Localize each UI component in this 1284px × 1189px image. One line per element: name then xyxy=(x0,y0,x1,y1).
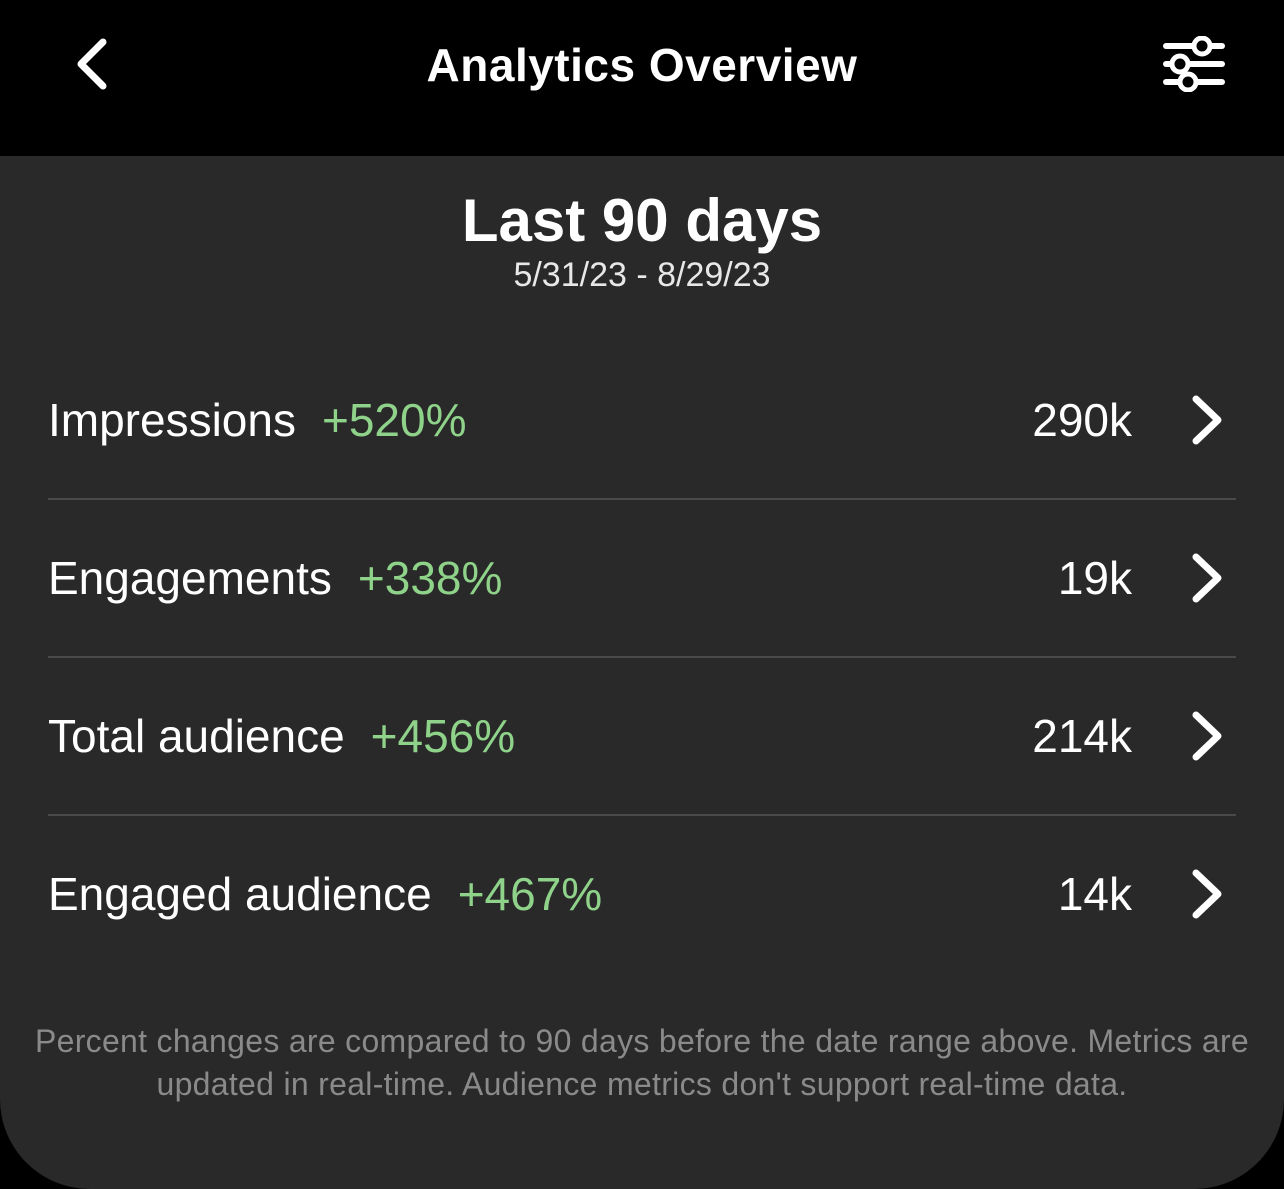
back-button[interactable] xyxy=(58,30,128,102)
metrics-list: Impressions +520% 290k Engagements +338%… xyxy=(48,342,1236,972)
metric-row-engagements[interactable]: Engagements +338% 19k xyxy=(48,498,1236,656)
metric-row-engaged-audience[interactable]: Engaged audience +467% 14k xyxy=(48,814,1236,972)
analytics-panel: Last 90 days 5/31/23 - 8/29/23 Impressio… xyxy=(0,156,1284,1189)
chevron-right-icon xyxy=(1184,866,1228,922)
chevron-left-icon xyxy=(73,36,113,97)
metrics-footnote: Percent changes are compared to 90 days … xyxy=(34,1023,1250,1102)
metric-name: Total audience xyxy=(48,710,345,762)
metric-row-impressions[interactable]: Impressions +520% 290k xyxy=(48,342,1236,498)
metric-row-total-audience[interactable]: Total audience +456% 214k xyxy=(48,656,1236,814)
chevron-right-icon xyxy=(1184,708,1228,764)
sliders-icon xyxy=(1162,35,1226,97)
metric-name: Engagements xyxy=(48,552,332,604)
metric-value: 214k xyxy=(1032,710,1132,762)
metric-change: +520% xyxy=(321,394,467,446)
page-title: Analytics Overview xyxy=(426,39,858,91)
chevron-right-icon xyxy=(1184,392,1228,448)
metric-change: +467% xyxy=(457,868,603,920)
metric-change: +456% xyxy=(370,710,516,762)
metric-name: Engaged audience xyxy=(48,868,432,920)
chevron-right-icon xyxy=(1184,550,1228,606)
metric-change: +338% xyxy=(357,552,503,604)
metric-value: 19k xyxy=(1057,552,1132,604)
metric-value: 14k xyxy=(1057,868,1132,920)
metric-name: Impressions xyxy=(48,394,296,446)
date-range-title: Last 90 days xyxy=(461,187,823,254)
filter-button[interactable] xyxy=(1154,30,1234,102)
date-range-dates: 5/31/23 - 8/29/23 xyxy=(513,256,771,294)
metric-value: 290k xyxy=(1032,394,1132,446)
top-bar: Analytics Overview xyxy=(0,0,1284,156)
